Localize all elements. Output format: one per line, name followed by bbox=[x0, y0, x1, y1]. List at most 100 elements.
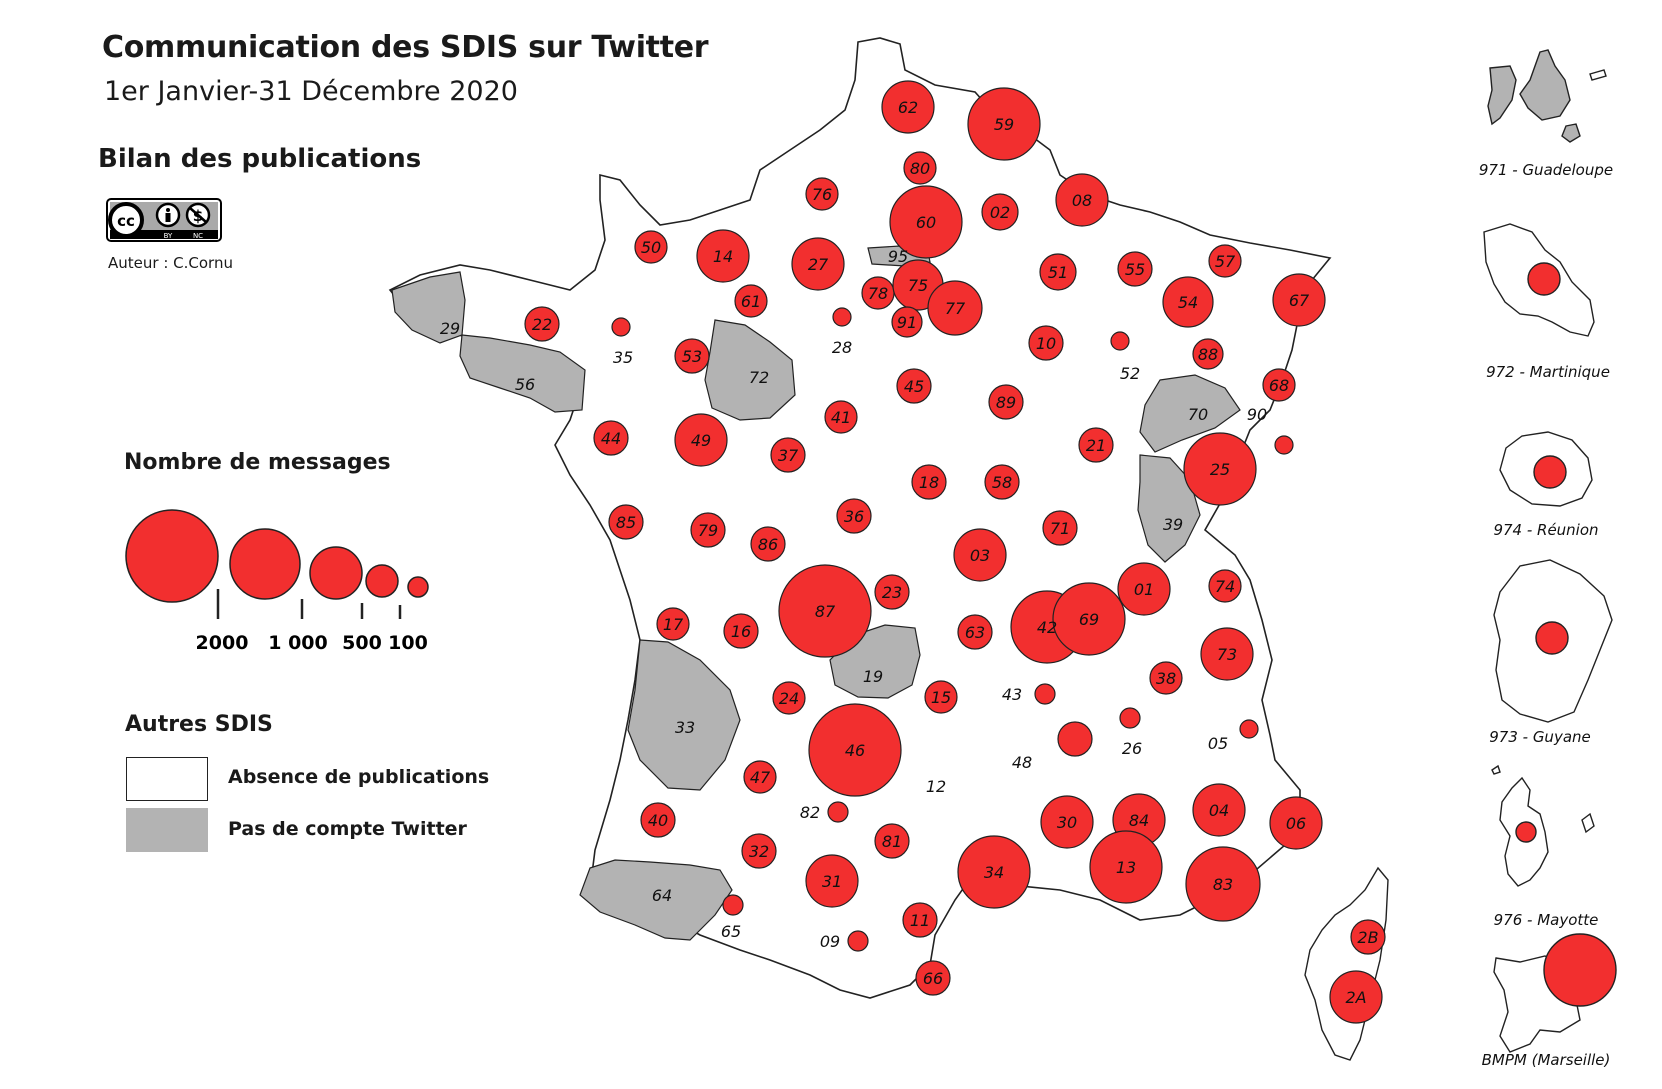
label-71: 71 bbox=[1050, 519, 1070, 538]
circle-11 bbox=[902, 902, 938, 938]
circle-09 bbox=[847, 930, 869, 952]
label-86: 86 bbox=[758, 535, 778, 554]
circle-03 bbox=[953, 528, 1007, 582]
label-39: 39 bbox=[1163, 515, 1183, 534]
label-40: 40 bbox=[648, 811, 668, 830]
label-25: 25 bbox=[1210, 460, 1230, 479]
circle-30 bbox=[1040, 795, 1094, 849]
legend-circle-500 bbox=[309, 546, 363, 600]
label-59: 59 bbox=[994, 115, 1014, 134]
label-10: 10 bbox=[1036, 334, 1056, 353]
label-34: 34 bbox=[984, 863, 1004, 882]
circle-13 bbox=[1089, 830, 1163, 904]
legend-circle-2000 bbox=[125, 509, 219, 603]
circle-57 bbox=[1208, 244, 1242, 278]
circle-67 bbox=[1272, 273, 1326, 327]
label-66: 66 bbox=[923, 969, 943, 988]
no-account-departments bbox=[391, 245, 1241, 941]
corsica-shape bbox=[1304, 866, 1389, 1061]
circle-23 bbox=[874, 574, 910, 610]
label-90: 90 bbox=[1247, 405, 1267, 424]
circle-73 bbox=[1200, 627, 1254, 681]
circle-22 bbox=[524, 306, 560, 342]
legend-label-no-account: Pas de compte Twitter bbox=[228, 818, 467, 840]
legend-other-title: Autres SDIS bbox=[125, 712, 273, 737]
label-77: 77 bbox=[945, 299, 966, 318]
circle-87 bbox=[778, 564, 872, 658]
label-54: 54 bbox=[1178, 293, 1198, 312]
circle-86 bbox=[750, 526, 786, 562]
overseas-captions: 971 - Guadeloupe 972 - Martinique 974 - … bbox=[1479, 161, 1613, 1069]
label-45: 45 bbox=[904, 377, 924, 396]
label-70: 70 bbox=[1188, 405, 1208, 424]
publication-circles bbox=[524, 80, 1386, 1024]
label-95: 95 bbox=[888, 247, 908, 266]
label-49: 49 bbox=[691, 431, 711, 450]
label-44: 44 bbox=[601, 429, 621, 448]
label-37: 37 bbox=[778, 446, 799, 465]
circle-90 bbox=[1274, 435, 1294, 455]
label-12: 12 bbox=[926, 777, 946, 796]
label-84: 84 bbox=[1129, 811, 1149, 830]
circle-59 bbox=[967, 87, 1041, 161]
circle-79 bbox=[690, 512, 726, 548]
label-68: 68 bbox=[1269, 376, 1289, 395]
label-76: 76 bbox=[812, 185, 832, 204]
circle-02 bbox=[981, 193, 1019, 231]
circle-26 bbox=[1119, 707, 1141, 729]
legend-size-title: Nombre de messages bbox=[124, 450, 391, 475]
circle-88 bbox=[1192, 338, 1224, 370]
circle-69 bbox=[1052, 582, 1126, 656]
label-87: 87 bbox=[815, 602, 836, 621]
label-79: 79 bbox=[698, 521, 718, 540]
circle-16 bbox=[723, 613, 759, 649]
label-30: 30 bbox=[1057, 813, 1077, 832]
circle-60 bbox=[889, 185, 963, 259]
label-63: 63 bbox=[965, 623, 985, 642]
circle-68 bbox=[1262, 368, 1296, 402]
circle-40 bbox=[640, 802, 676, 838]
legend-circle-100 bbox=[407, 576, 429, 598]
label-69: 69 bbox=[1079, 610, 1099, 629]
cc-by-nc-license-icon: cc $ BY NC bbox=[106, 198, 222, 242]
circle-976 bbox=[1515, 821, 1537, 843]
label-74: 74 bbox=[1215, 577, 1235, 596]
legend-label-500: 500 bbox=[342, 632, 382, 654]
department-shape-33 bbox=[627, 639, 741, 791]
label-04: 04 bbox=[1209, 801, 1229, 820]
label-19: 19 bbox=[863, 667, 883, 686]
label-62: 62 bbox=[898, 98, 918, 117]
circle-04 bbox=[1192, 783, 1246, 837]
legend-swatch-absence bbox=[126, 757, 208, 801]
label-36: 36 bbox=[844, 507, 864, 526]
label-2B: 2B bbox=[1357, 928, 1378, 947]
label-89: 89 bbox=[996, 393, 1016, 412]
circle-38 bbox=[1149, 661, 1183, 695]
circle-28 bbox=[832, 307, 852, 327]
circle-15 bbox=[924, 680, 958, 714]
label-80: 80 bbox=[910, 159, 930, 178]
label-35: 35 bbox=[613, 348, 633, 367]
circle-61 bbox=[734, 284, 768, 318]
label-17: 17 bbox=[663, 615, 684, 634]
caption-mayotte: 976 - Mayotte bbox=[1494, 911, 1599, 929]
circle-49 bbox=[674, 413, 728, 467]
label-46: 46 bbox=[845, 741, 865, 760]
label-56: 56 bbox=[515, 375, 535, 394]
label-83: 83 bbox=[1213, 875, 1233, 894]
department-shape-70 bbox=[1139, 374, 1241, 453]
department-shape-64 bbox=[579, 859, 733, 941]
inset-bmpm-marseille bbox=[1493, 933, 1617, 1053]
circle-74 bbox=[1208, 569, 1242, 603]
label-14: 14 bbox=[713, 247, 733, 266]
label-09: 09 bbox=[820, 932, 840, 951]
circle-bmpm bbox=[1543, 933, 1617, 1007]
circle-58 bbox=[984, 464, 1020, 500]
circle-52 bbox=[1110, 331, 1130, 351]
label-72: 72 bbox=[749, 368, 769, 387]
label-24: 24 bbox=[779, 689, 799, 708]
label-06: 06 bbox=[1286, 814, 1306, 833]
label-47: 47 bbox=[750, 768, 771, 787]
circle-17 bbox=[656, 607, 690, 641]
